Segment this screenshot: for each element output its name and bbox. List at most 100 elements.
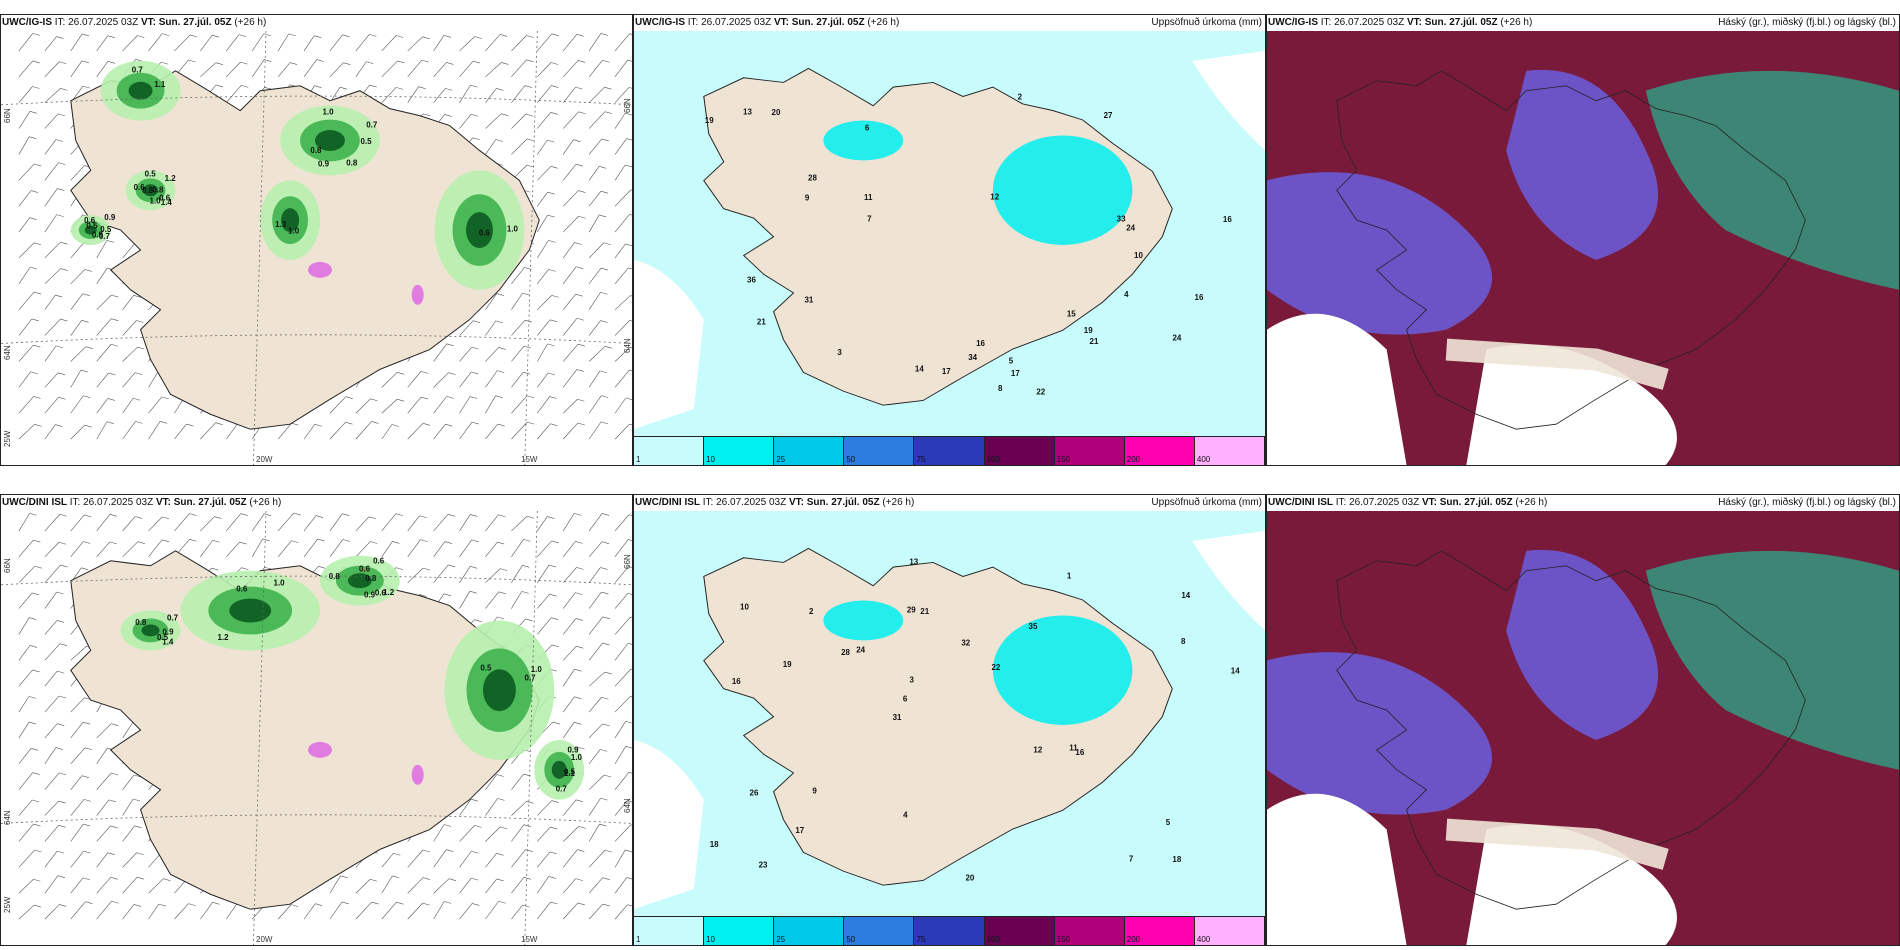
wind-barb xyxy=(70,60,90,77)
colorbar-label: 200 xyxy=(1126,935,1141,944)
wind-barb xyxy=(485,139,503,155)
snow-area xyxy=(411,764,424,785)
wind-barb xyxy=(433,423,453,440)
precip-amount-label: 3 xyxy=(910,676,915,685)
top-precip-panel: UWC/IG-IS IT: 26.07.2025 03Z VT: Sun. 27… xyxy=(633,14,1266,466)
top-cloud-panel: UWC/IG-IS IT: 26.07.2025 03Z VT: Sun. 27… xyxy=(1266,14,1900,466)
precip-area-dark xyxy=(551,760,567,779)
wind-barb xyxy=(433,343,454,362)
precip-amount-label: 21 xyxy=(920,607,929,616)
wind-barb xyxy=(381,372,405,388)
precip-area-dark xyxy=(466,212,493,248)
wind-barb xyxy=(70,823,91,842)
clear-sky-area xyxy=(1466,344,1677,465)
wind-barb xyxy=(18,565,42,583)
precip-amount-label: 6 xyxy=(865,124,870,133)
top-wind-map[interactable]: 0.7 1.2 0.5 0.8 0.6 0.8 1.0 1.1 1.0 0.9 0.7 0.5 0.9 0… xyxy=(1,31,632,465)
wind-barb xyxy=(614,824,632,842)
precip-area-dark xyxy=(482,669,516,712)
wind-barb xyxy=(588,291,608,310)
wind-barb xyxy=(96,900,119,920)
precip-value-label: 1.2 xyxy=(218,633,230,642)
wind-barb xyxy=(44,345,64,362)
lon-label: 15W xyxy=(521,455,538,464)
precip-value-label: 1.1 xyxy=(564,769,576,778)
precip-value-label: 0.8 xyxy=(152,186,164,195)
precip-area-dark xyxy=(229,598,272,623)
wind-barb xyxy=(44,670,65,687)
wind-barb xyxy=(18,291,42,310)
wind-barb xyxy=(614,877,632,894)
mid-cloud-area xyxy=(1267,652,1493,815)
wind-barb xyxy=(562,86,583,103)
no-precip-area xyxy=(1192,530,1265,631)
wind-barb xyxy=(277,540,299,557)
wind-barb xyxy=(96,318,119,336)
wind-barb xyxy=(562,422,585,440)
top-precip-colorbar: 1 10 25 50 75 100 150 200 400 xyxy=(634,436,1265,465)
precip-amount-label: 1 xyxy=(1067,571,1072,580)
wind-barb xyxy=(122,516,143,532)
wind-barb xyxy=(614,616,632,635)
colorbar-swatch: 1 xyxy=(634,437,705,465)
wind-barb xyxy=(588,370,607,388)
precip-value-label: 1.0 xyxy=(322,108,334,117)
wind-barb xyxy=(485,541,505,557)
wind-barb xyxy=(226,34,246,52)
top-precip-title: Uppsöfnuð úrkoma (mm) xyxy=(1151,17,1262,28)
precip-value-label: 0.6 xyxy=(479,228,491,237)
bottom-wind-map[interactable]: 0.7 1.2 0.6 0.9 0.5 1.2 1.0 0.8 0.9 0.6 0.5 1.1 0.7 0… xyxy=(1,511,632,945)
wind-barb xyxy=(18,539,41,557)
wind-barb xyxy=(18,371,38,388)
bottom-precip-map[interactable]: 18 16 14 31 35 23 29 32 26 24 18 17 21 22 16 10 13 14 12 8 6… xyxy=(634,511,1265,917)
precip-amount-label: 13 xyxy=(743,107,752,116)
heavy-precip-area xyxy=(992,135,1133,245)
wind-barb xyxy=(511,59,534,77)
precip-value-label: 0.5 xyxy=(100,225,112,234)
wind-barb xyxy=(44,723,65,739)
top-precip-map[interactable]: 14 16 12 19 16 21 34 36 33 28 31 24 17 22 27 17 19 21 16 24… xyxy=(634,31,1265,437)
wind-barb xyxy=(44,36,64,52)
wind-barb xyxy=(537,372,556,388)
lon-label: 20W xyxy=(256,455,273,464)
wind-barb xyxy=(122,541,145,558)
colorbar-swatch: 10 xyxy=(704,917,775,945)
wind-barb xyxy=(614,319,632,336)
precip-amount-label: 16 xyxy=(1195,293,1204,302)
wind-barb xyxy=(277,62,298,77)
iceland-outline xyxy=(1336,70,1806,430)
wind-barb xyxy=(588,616,610,635)
wind-barb xyxy=(511,849,533,868)
wind-barb xyxy=(588,166,607,181)
wind-barb xyxy=(44,61,67,77)
heavy-precip-area xyxy=(992,615,1133,725)
wind-barb xyxy=(459,590,477,609)
wind-barb xyxy=(433,878,457,894)
wind-barb xyxy=(537,62,559,77)
wind-barb xyxy=(355,421,379,440)
wind-barb xyxy=(614,566,632,583)
precip-amount-label: 12 xyxy=(1033,746,1042,755)
wind-barb xyxy=(251,538,270,557)
lat-label: 66N xyxy=(623,554,632,569)
precip-value-label: 0.7 xyxy=(132,66,144,75)
precip-amount-label: 19 xyxy=(1084,326,1093,335)
wind-barb xyxy=(18,592,40,609)
snow-area xyxy=(308,261,332,278)
colorbar-swatch: 100 xyxy=(984,917,1055,945)
bottom-cloud-map[interactable] xyxy=(1267,511,1899,945)
wind-barb xyxy=(70,346,93,362)
no-precip-area xyxy=(634,259,704,430)
wind-barb xyxy=(562,618,584,635)
wind-barb xyxy=(511,515,535,532)
colorbar-label: 200 xyxy=(1126,455,1141,464)
wind-barb xyxy=(44,904,67,920)
wind-barb xyxy=(459,903,480,920)
precip-amount-label: 24 xyxy=(856,645,865,654)
top-cloud-map[interactable] xyxy=(1267,31,1899,465)
wind-barb xyxy=(18,111,38,129)
bottom-precip-header: UWC/DINI ISL IT: 26.07.2025 03Z VT: Sun.… xyxy=(635,497,915,508)
wind-barb xyxy=(588,749,608,765)
wind-barb xyxy=(614,514,632,532)
precip-amount-label: 16 xyxy=(732,677,741,686)
